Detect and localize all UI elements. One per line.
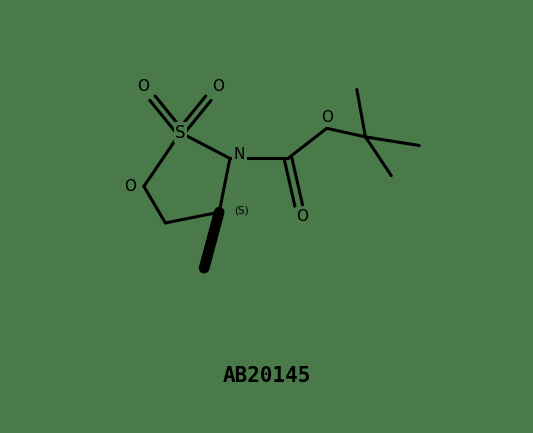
Text: S: S — [175, 123, 185, 142]
Text: N: N — [233, 148, 245, 162]
Text: (S): (S) — [234, 205, 249, 215]
Text: O: O — [321, 110, 333, 125]
Text: O: O — [212, 79, 224, 94]
Text: AB20145: AB20145 — [222, 366, 311, 386]
Text: O: O — [296, 209, 308, 224]
Text: O: O — [137, 79, 149, 94]
Text: O: O — [124, 179, 136, 194]
